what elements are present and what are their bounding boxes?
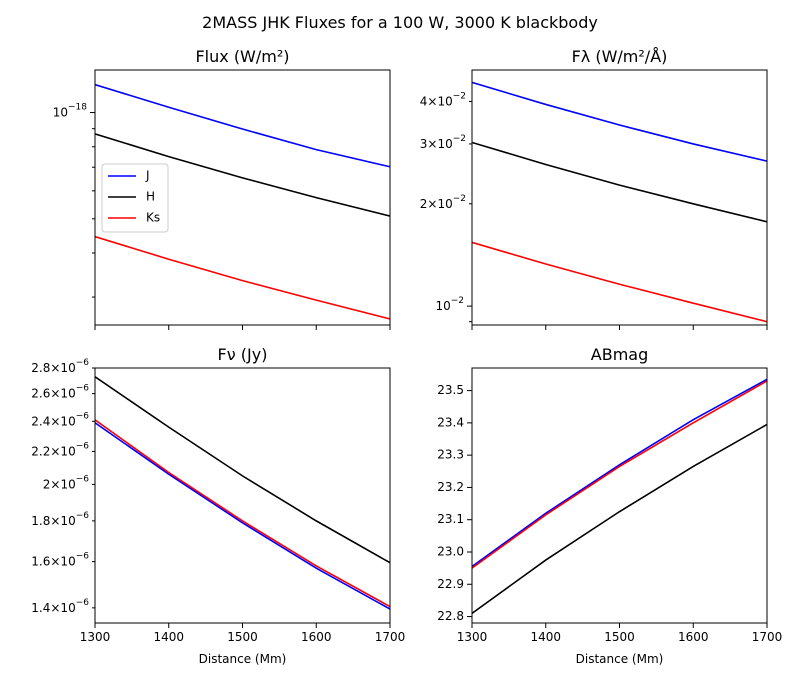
panel-title: ABmag [591,345,648,364]
tick-exponent: −6 [76,383,90,393]
legend-label-ks: Ks [146,211,160,225]
y-tick-label: 2×10−6 [43,474,90,491]
x-tick-label: 1700 [752,630,783,644]
x-tick-label: 1400 [530,630,561,644]
tick-exponent: −6 [76,411,90,421]
x-tick-label: 1500 [227,630,258,644]
figure-title: 2MASS JHK Fluxes for a 100 W, 3000 K bla… [202,13,598,32]
tick-exponent: −2 [453,91,466,101]
tick-exponent: −6 [76,510,90,520]
y-tick-label: 23.3 [437,448,464,462]
tick-exponent: −2 [453,133,466,143]
tick-mantissa: 2.2×10 [31,444,75,458]
chart-panel-1: Flux (W/m²) 10−18 JH Ks [53,47,391,330]
tick-exponent: −6 [76,441,90,451]
tick-base: 10 [435,299,450,313]
x-tick-label: 1500 [604,630,635,644]
tick-mantissa: 2×10 [43,477,76,491]
series-line-h [95,376,390,564]
y-tick-label: 2×10−2 [420,193,466,210]
x-axis-label: Distance (Mm) [199,652,287,666]
series-line-h [472,141,767,223]
x-tick-label: 1600 [678,630,709,644]
series-line-h [95,133,390,217]
tick-exponent: −18 [68,102,87,112]
legend-box [101,163,169,233]
tick-mantissa: 3×10 [420,136,453,150]
tick-exponent: −6 [76,474,90,484]
y-tick-label: 23.2 [437,480,464,494]
legend-label-h: H [146,190,155,204]
legend: JH Ks [101,163,169,233]
chart-panel-2: Fλ (W/m²/Å)10−22×10−23×10−24×10−2 [420,47,768,330]
y-tick-label: 23.1 [437,512,464,526]
y-tick-label: 2.4×10−6 [31,411,89,428]
y-tick-label: 23.4 [437,415,464,429]
series-line-ks [472,380,767,569]
y-tick-label: 10−2 [435,296,464,313]
y-tick-label: 23.0 [437,544,464,558]
x-tick-label: 1300 [457,630,488,644]
x-axis-label: Distance (Mm) [576,652,664,666]
tick-mantissa: 2×10 [420,196,453,210]
tick-mantissa: 1.8×10 [31,513,75,527]
tick-exponent: −2 [451,296,464,306]
tick-exponent: −2 [453,193,466,203]
y-tick-label: 2.2×10−6 [31,441,89,458]
panel-title: Fλ (W/m²/Å) [572,47,668,66]
x-tick-label: 1300 [80,630,111,644]
y-tick-label: 3×10−2 [420,133,466,150]
series-line-j [95,422,390,610]
tick-mantissa: 1.4×10 [31,600,75,614]
tick-exponent: −6 [76,358,90,368]
series-line-ks [95,235,390,320]
tick-mantissa: 2.6×10 [31,386,75,400]
chart-panel-4: ABmag 1300 1400 1500 1600 1700 Distance (Mm) 22… [437,345,782,666]
y-tick-label: 22.9 [437,577,464,591]
tick-base: 10 [53,105,68,119]
y-tick-label: 2.8×10−6 [31,358,89,375]
y-tick-label: 1.8×10−6 [31,510,89,527]
x-tick-label: 1700 [375,630,406,644]
tick-exponent: −6 [76,551,90,561]
y-tick-label: 10−18 [53,102,88,119]
x-tick-label: 1600 [301,630,332,644]
tick-mantissa: 4×10 [420,94,453,108]
y-tick-label: 1.4×10−6 [31,597,89,614]
series-line-ks [472,241,767,323]
series-line-j [472,378,767,568]
y-tick-label: 23.5 [437,383,464,397]
tick-exponent: −6 [76,597,90,607]
plot-frame [471,69,768,326]
y-tick-label: 4×10−2 [420,91,466,108]
panel-title: Flux (W/m²) [195,47,289,66]
x-tick-label: 1400 [153,630,184,644]
tick-mantissa: 2.4×10 [31,414,75,428]
series-line-j [95,83,390,168]
tick-mantissa: 1.6×10 [31,554,75,568]
tick-mantissa: 2.8×10 [31,361,75,375]
series-line-j [472,81,767,162]
y-tick-label: 2.6×10−6 [31,383,89,400]
legend-label-j: J [145,169,150,183]
chart-panel-3: Fν (Jy) 1300 1400 1500 1600 1700 Distance (Mm)… [31,345,405,666]
y-tick-label: 1.6×10−6 [31,551,89,568]
panel-title: Fν (Jy) [218,345,268,364]
y-tick-label: 22.8 [437,609,464,623]
series-line-ks [95,419,390,608]
series-line-h [472,423,767,614]
